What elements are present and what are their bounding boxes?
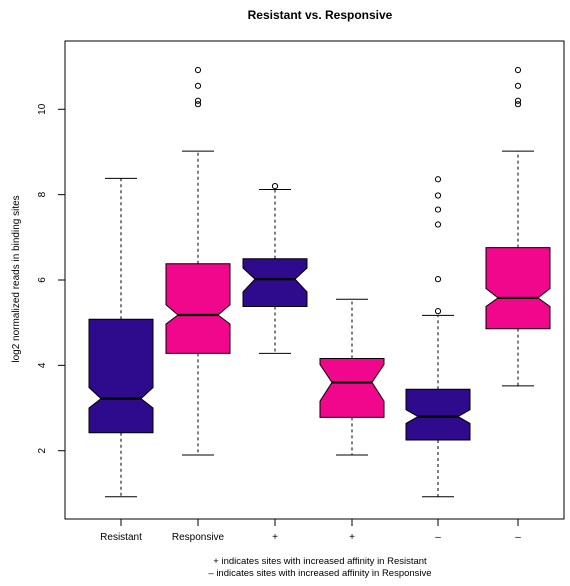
box-group [319,298,385,456]
y-tick-label: 6 [37,277,48,283]
outlier-point [434,206,442,213]
x-tick-label: – [435,532,441,543]
y-axis-label: log2 normalized reads in binding sites [11,195,22,362]
footnote-plus: + indicates sites with increased affinit… [213,556,427,567]
notched-box [405,388,471,441]
outlier-point [434,308,442,315]
outlier-point [271,183,279,190]
x-tick-label: Responsive [172,532,225,543]
box-group [405,176,471,498]
outlier-point [434,221,442,228]
box-group [242,183,308,354]
outlier-point [514,82,522,89]
outlier-point [434,192,442,199]
x-axis: Resistant Responsive + + – – [100,519,521,543]
y-axis: 2 4 6 8 10 [37,103,65,453]
outlier-point [434,176,442,183]
outlier-point [194,66,202,74]
outlier-point [194,101,202,108]
y-tick-label: 10 [37,103,48,115]
outlier-point [514,97,522,104]
box-group [88,177,154,498]
outlier-point [194,97,202,104]
outlier-point [194,82,202,89]
y-tick-label: 4 [37,362,48,368]
y-tick-label: 2 [37,447,48,453]
outlier-point [514,101,522,108]
outlier-point [514,66,522,74]
notched-box [88,318,154,434]
outlier-point [434,276,442,283]
notched-box [319,358,385,418]
x-tick-label: – [515,532,521,543]
y-tick-label: 8 [37,191,48,197]
box-group [165,66,231,456]
notched-box [485,247,551,330]
notched-box [242,258,308,307]
box-group [485,66,551,387]
boxes [88,66,551,498]
x-tick-label: + [272,532,278,543]
chart-title: Resistant vs. Responsive [248,8,393,22]
x-tick-label: + [349,532,355,543]
footnote-minus: – indicates sites with increased affinit… [208,568,431,579]
notched-box [165,263,231,354]
x-tick-label: Resistant [100,532,142,543]
